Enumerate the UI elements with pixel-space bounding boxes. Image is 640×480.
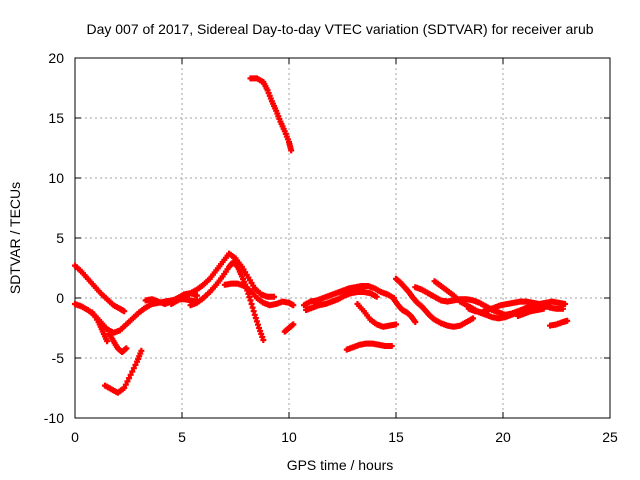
data-point (564, 317, 571, 324)
series-arc-5 (101, 347, 145, 396)
data-point (373, 293, 380, 300)
chart-title: Day 007 of 2017, Sidereal Day-to-day VTE… (86, 21, 593, 37)
series-arc-22 (547, 317, 571, 329)
series-arc-16 (393, 275, 477, 330)
data-point (126, 375, 133, 382)
data-point (138, 347, 145, 354)
data-point (122, 381, 129, 388)
data-point (412, 319, 419, 325)
y-tick-labels: -10 -5 0 5 10 15 20 (44, 50, 64, 426)
x-tick-label: 10 (281, 429, 297, 445)
x-tick-label: 15 (388, 429, 404, 445)
data-point (260, 337, 267, 343)
data-point (290, 302, 297, 309)
series-arc-15 (343, 340, 395, 353)
series-arc-14 (354, 301, 399, 330)
grid-lines (75, 58, 610, 418)
data-point (540, 305, 547, 312)
series-arc-20 (465, 298, 569, 316)
x-tick-label: 0 (71, 429, 79, 445)
data-point (271, 293, 278, 300)
series-arc-9 (221, 280, 297, 309)
series-arc-7 (168, 250, 278, 307)
data-point (121, 308, 128, 315)
data-point (129, 368, 136, 375)
y-tick-label: 10 (48, 170, 64, 186)
data-point (562, 301, 569, 307)
series-arc-11 (281, 321, 297, 335)
data-point (132, 361, 139, 368)
data-point (470, 315, 477, 322)
data-point (388, 343, 395, 349)
data-point (393, 321, 399, 328)
data-points (72, 75, 571, 396)
series-arc-4 (106, 331, 130, 355)
x-tick-label: 5 (178, 429, 186, 445)
x-tick-label: 25 (602, 429, 618, 445)
data-point (130, 365, 137, 372)
y-tick-label: -10 (44, 410, 64, 426)
y-tick-label: 5 (56, 230, 64, 246)
data-point (121, 385, 128, 391)
series-arc-12 (300, 283, 397, 309)
series-arc-10 (247, 75, 295, 154)
series-arc-13 (303, 289, 380, 313)
data-point (124, 378, 131, 385)
series-arc-3 (89, 309, 111, 345)
series-arc-21 (514, 305, 547, 319)
y-tick-label: -5 (52, 350, 65, 366)
data-point (193, 292, 200, 299)
data-point (559, 305, 566, 312)
y-tick-label: 20 (48, 50, 64, 66)
y-axis-label: SDTVAR / TECUs (7, 182, 23, 294)
data-point (123, 345, 130, 352)
y-tick-label: 15 (48, 110, 64, 126)
y-tick-label: 0 (56, 290, 64, 306)
x-tick-label: 20 (495, 429, 511, 445)
data-point (288, 147, 295, 154)
data-point (290, 321, 297, 328)
data-point (104, 338, 111, 345)
x-axis-label: GPS time / hours (287, 457, 394, 473)
axis-ticks (74, 57, 611, 419)
data-point (127, 371, 134, 378)
series-arc-17 (390, 296, 419, 325)
series-arc-1 (72, 262, 128, 315)
x-tick-labels: 0 5 10 15 20 25 (71, 429, 618, 445)
